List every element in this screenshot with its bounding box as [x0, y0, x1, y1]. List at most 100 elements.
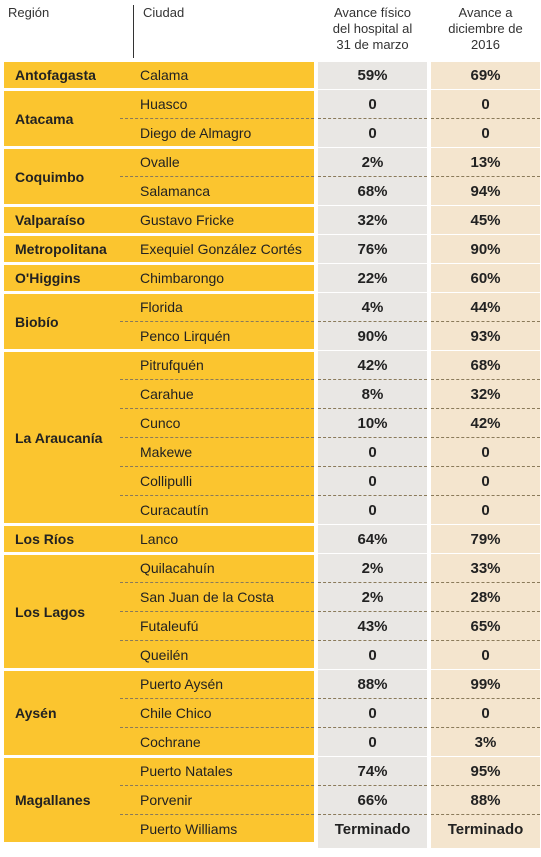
value-march: 2%	[361, 559, 384, 577]
row-separator	[318, 176, 427, 177]
value-2016: 0	[481, 704, 490, 722]
value-2016: 93%	[470, 327, 501, 345]
row-separator	[431, 466, 540, 467]
row-separator	[318, 785, 427, 786]
group-separator	[318, 524, 540, 525]
row-separator	[431, 118, 540, 119]
group-separator	[318, 89, 540, 90]
region-bg	[4, 62, 118, 88]
row-separator	[120, 176, 314, 177]
group-separator	[318, 669, 540, 670]
value-2016: 90%	[470, 240, 501, 258]
value-march: 0	[368, 704, 377, 722]
region-label: Los Ríos	[15, 531, 75, 547]
city-bg	[118, 671, 314, 755]
row-separator	[318, 582, 427, 583]
region-label: Antofagasta	[15, 67, 96, 83]
row-separator	[431, 379, 540, 380]
row-separator	[318, 698, 427, 699]
value-march: 74%	[357, 762, 388, 780]
row-separator	[318, 727, 427, 728]
column-bg-2016	[431, 62, 540, 848]
group-separator	[318, 350, 540, 351]
group-separator	[318, 756, 540, 757]
value-march: 0	[368, 443, 377, 461]
value-2016: 88%	[470, 791, 501, 809]
value-2016: 0	[481, 95, 490, 113]
city-label: Gustavo Fricke	[140, 212, 235, 228]
value-march: 90%	[357, 327, 388, 345]
row-separator	[120, 437, 314, 438]
value-2016: Terminado	[447, 820, 524, 838]
city-bg	[118, 758, 314, 842]
header-divider	[133, 5, 134, 58]
value-2016: 65%	[470, 617, 501, 635]
city-label: Huasco	[140, 96, 188, 112]
row-separator	[431, 408, 540, 409]
row-separator	[120, 466, 314, 467]
group-separator	[318, 205, 540, 206]
row-separator	[120, 321, 314, 322]
value-march: 22%	[357, 269, 388, 287]
city-label: Puerto Williams	[140, 821, 238, 837]
row-separator	[318, 495, 427, 496]
region-label: Los Lagos	[15, 603, 86, 620]
region-label: La Araucanía	[15, 429, 103, 446]
value-march: 64%	[357, 530, 388, 548]
region-bg	[4, 236, 118, 262]
city-label: Chimbarongo	[140, 270, 225, 286]
city-label: Calama	[140, 67, 189, 83]
region-label: Atacama	[15, 110, 74, 127]
group-separator	[318, 234, 540, 235]
row-separator	[431, 611, 540, 612]
row-separator	[431, 785, 540, 786]
header-region: Región	[8, 5, 50, 20]
row-separator	[120, 582, 314, 583]
city-label: Porvenir	[140, 792, 193, 808]
value-march: 2%	[361, 153, 384, 171]
value-2016: 60%	[470, 269, 501, 287]
city-label: Salamanca	[140, 183, 211, 199]
value-2016: 0	[481, 646, 490, 664]
value-march: 10%	[357, 414, 388, 432]
value-2016: 45%	[470, 211, 501, 229]
row-separator	[318, 321, 427, 322]
city-label: San Juan de la Costa	[140, 589, 274, 605]
region-bg	[4, 207, 118, 233]
value-2016: 44%	[470, 298, 501, 316]
row-separator	[120, 727, 314, 728]
row-separator	[120, 640, 314, 641]
value-2016: 0	[481, 501, 490, 519]
value-2016: 0	[481, 443, 490, 461]
value-march: 88%	[357, 675, 388, 693]
value-2016: 28%	[470, 588, 501, 606]
group-separator	[318, 553, 540, 554]
header-progress-march: Avance físico del hospital al 31 de marz…	[332, 5, 413, 52]
region-label: Coquimbo	[15, 168, 85, 185]
row-separator	[318, 118, 427, 119]
city-label: Exequiel González Cortés	[140, 241, 302, 257]
value-march: 8%	[361, 385, 384, 403]
city-label: Carahue	[140, 386, 194, 402]
group-separator	[318, 263, 540, 264]
value-march: 66%	[357, 791, 388, 809]
city-label: Diego de Almagro	[140, 125, 252, 141]
region-bg	[4, 294, 118, 349]
group-separator	[318, 147, 540, 148]
row-separator	[318, 408, 427, 409]
value-2016: 3%	[474, 733, 497, 751]
value-2016: 33%	[470, 559, 501, 577]
region-bg	[4, 526, 118, 552]
value-2016: 32%	[470, 385, 501, 403]
row-separator	[431, 437, 540, 438]
row-separator	[120, 118, 314, 119]
city-label: Ovalle	[140, 154, 180, 170]
row-separator	[318, 466, 427, 467]
value-2016: 94%	[470, 182, 501, 200]
row-separator	[318, 379, 427, 380]
city-label: Collipulli	[140, 473, 193, 489]
value-2016: 95%	[470, 762, 501, 780]
value-march: 0	[368, 501, 377, 519]
row-separator	[431, 582, 540, 583]
